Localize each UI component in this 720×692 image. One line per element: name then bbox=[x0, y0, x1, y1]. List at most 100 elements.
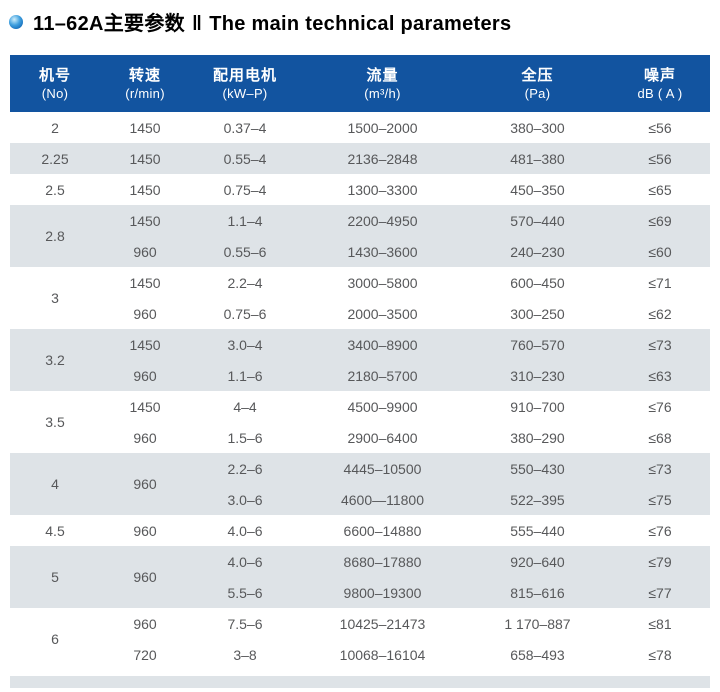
cell-flow: 1300–3300 bbox=[300, 174, 465, 205]
cell-pressure: 450–350 bbox=[464, 174, 610, 205]
cell-flow: 2900–6400 bbox=[300, 422, 465, 453]
cell-pressure: 910–700 bbox=[464, 391, 610, 422]
section-title-row: 11–62A主要参数 ‖ The main technical parameters bbox=[0, 0, 720, 55]
cell-flow: 10425–21473 bbox=[300, 608, 465, 639]
column-header-en: (m³/h) bbox=[364, 86, 401, 102]
cell-noise: ≤79 bbox=[609, 546, 710, 577]
cell-speed: 960 bbox=[100, 546, 191, 608]
cell-pressure: 481–380 bbox=[464, 143, 610, 174]
cell-pressure: 600–450 bbox=[464, 267, 610, 298]
cell-model-no: 3 bbox=[10, 267, 101, 329]
cell-speed: 960 bbox=[100, 360, 191, 391]
column-header-cn: 配用电机 bbox=[213, 66, 278, 84]
table-header-row: 机号 (No) 转速 (r/min) 配用电机 (kW–P) 流量 (m³/h) 全压 (Pa) 噪… bbox=[10, 55, 710, 112]
page-title-en: The main technical parameters bbox=[209, 13, 512, 35]
cell-motor: 0.37–4 bbox=[190, 112, 300, 143]
cell-model-no: 3.5 bbox=[10, 391, 101, 453]
column-header-1: 转速 (r/min) bbox=[100, 55, 191, 112]
column-header-5: 噪声 dB ( A ) bbox=[609, 55, 710, 112]
table-row: 960 1.5–6 2900–6400 380–290 ≤68 bbox=[10, 422, 710, 453]
cell-flow: 10068–16104 bbox=[300, 639, 465, 670]
cell-motor: 0.55–6 bbox=[190, 236, 300, 267]
page-title-cn: 11–62A主要参数 bbox=[33, 13, 185, 35]
table-body: 2 1450 0.37–4 1500–2000 380–300 ≤56 2.25 1450 0.… bbox=[10, 112, 710, 670]
cell-pressure: 920–640 bbox=[464, 546, 610, 577]
page-title: 11–62A主要参数 ‖ The main technical parameters bbox=[33, 7, 511, 36]
cell-motor: 3–8 bbox=[190, 639, 300, 670]
cell-speed: 960 bbox=[100, 298, 191, 329]
table-row: 3.2 1450 3.0–4 3400–8900 760–570 ≤73 bbox=[10, 329, 710, 391]
table-row: 4 960 2.2–6 4445–10500 550–430 ≤73 bbox=[10, 453, 710, 515]
cell-model-no: 2 bbox=[10, 112, 101, 143]
cell-speed: 1450 bbox=[100, 143, 191, 174]
cell-pressure: 815–616 bbox=[464, 577, 610, 608]
table-row: 2.25 1450 0.55–4 2136–2848 481–380 ≤56 bbox=[10, 143, 710, 174]
bullet-icon bbox=[9, 14, 23, 29]
cell-speed: 960 bbox=[100, 422, 191, 453]
cell-model-no: 2.5 bbox=[10, 174, 101, 205]
cell-pressure: 550–430 bbox=[464, 453, 610, 484]
cell-flow: 4600—11800 bbox=[300, 484, 465, 515]
cell-pressure: 310–230 bbox=[464, 360, 610, 391]
cell-noise: ≤81 bbox=[609, 608, 710, 639]
cell-speed: 1450 bbox=[100, 205, 191, 236]
next-row-strip bbox=[10, 676, 710, 688]
cell-flow: 2136–2848 bbox=[300, 143, 465, 174]
cell-speed: 1450 bbox=[100, 267, 191, 298]
table-header: 机号 (No) 转速 (r/min) 配用电机 (kW–P) 流量 (m³/h) 全压 (Pa) 噪… bbox=[10, 55, 710, 112]
cell-speed: 1450 bbox=[100, 391, 191, 422]
cell-motor: 2.2–6 bbox=[190, 453, 300, 484]
cell-motor: 3.0–4 bbox=[190, 329, 300, 360]
cell-speed: 1450 bbox=[100, 329, 191, 360]
cell-motor: 2.2–4 bbox=[190, 267, 300, 298]
table-row: 6 960 7.5–6 10425–21473 1 170–887 ≤81 bbox=[10, 608, 710, 670]
column-header-cn: 噪声 bbox=[643, 66, 676, 84]
table-row: 5 960 4.0–6 8680–17880 920–640 ≤79 bbox=[10, 546, 710, 608]
column-header-3: 流量 (m³/h) bbox=[300, 55, 465, 112]
cell-model-no: 4 bbox=[10, 453, 101, 515]
cell-flow: 6600–14880 bbox=[300, 515, 465, 546]
table-row: 5.5–6 9800–19300 815–616 ≤77 bbox=[10, 577, 710, 608]
table-row: 960 0.75–6 2000–3500 300–250 ≤62 bbox=[10, 298, 710, 329]
column-header-cn: 流量 bbox=[366, 66, 399, 84]
cell-noise: ≤65 bbox=[609, 174, 710, 205]
cell-noise: ≤56 bbox=[609, 112, 710, 143]
cell-model-no: 6 bbox=[10, 608, 101, 670]
column-header-en: (No) bbox=[41, 86, 69, 102]
cell-flow: 9800–19300 bbox=[300, 577, 465, 608]
cell-speed: 1450 bbox=[100, 112, 191, 143]
cell-noise: ≤56 bbox=[609, 143, 710, 174]
cell-flow: 2200–4950 bbox=[300, 205, 465, 236]
cell-speed: 960 bbox=[100, 608, 191, 639]
column-header-0: 机号 (No) bbox=[10, 55, 101, 112]
cell-noise: ≤78 bbox=[609, 639, 710, 670]
cell-pressure: 1 170–887 bbox=[464, 608, 610, 639]
cell-motor: 0.75–4 bbox=[190, 174, 300, 205]
cell-motor: 4–4 bbox=[190, 391, 300, 422]
cell-flow: 3400–8900 bbox=[300, 329, 465, 360]
column-header-cn: 机号 bbox=[39, 66, 72, 84]
cell-speed: 960 bbox=[100, 453, 191, 515]
cell-model-no: 2.8 bbox=[10, 205, 101, 267]
table-row: 3 1450 2.2–4 3000–5800 600–450 ≤71 bbox=[10, 267, 710, 329]
cell-noise: ≤75 bbox=[609, 484, 710, 515]
cell-model-no: 5 bbox=[10, 546, 101, 608]
cell-pressure: 240–230 bbox=[464, 236, 610, 267]
table-row: 960 0.55–6 1430–3600 240–230 ≤60 bbox=[10, 236, 710, 267]
cell-noise: ≤77 bbox=[609, 577, 710, 608]
cell-noise: ≤71 bbox=[609, 267, 710, 298]
cell-speed: 960 bbox=[100, 236, 191, 267]
column-header-4: 全压 (Pa) bbox=[464, 55, 610, 112]
cell-model-no: 3.2 bbox=[10, 329, 101, 391]
cell-flow: 4445–10500 bbox=[300, 453, 465, 484]
cell-motor: 1.5–6 bbox=[190, 422, 300, 453]
cell-motor: 4.0–6 bbox=[190, 515, 300, 546]
cell-model-no: 4.5 bbox=[10, 515, 101, 546]
cell-speed: 960 bbox=[100, 515, 191, 546]
column-header-cn: 全压 bbox=[521, 66, 554, 84]
cell-noise: ≤62 bbox=[609, 298, 710, 329]
cell-motor: 5.5–6 bbox=[190, 577, 300, 608]
parameters-table: 机号 (No) 转速 (r/min) 配用电机 (kW–P) 流量 (m³/h) 全压 (Pa) 噪… bbox=[10, 55, 710, 670]
cell-motor: 0.55–4 bbox=[190, 143, 300, 174]
cell-pressure: 658–493 bbox=[464, 639, 610, 670]
